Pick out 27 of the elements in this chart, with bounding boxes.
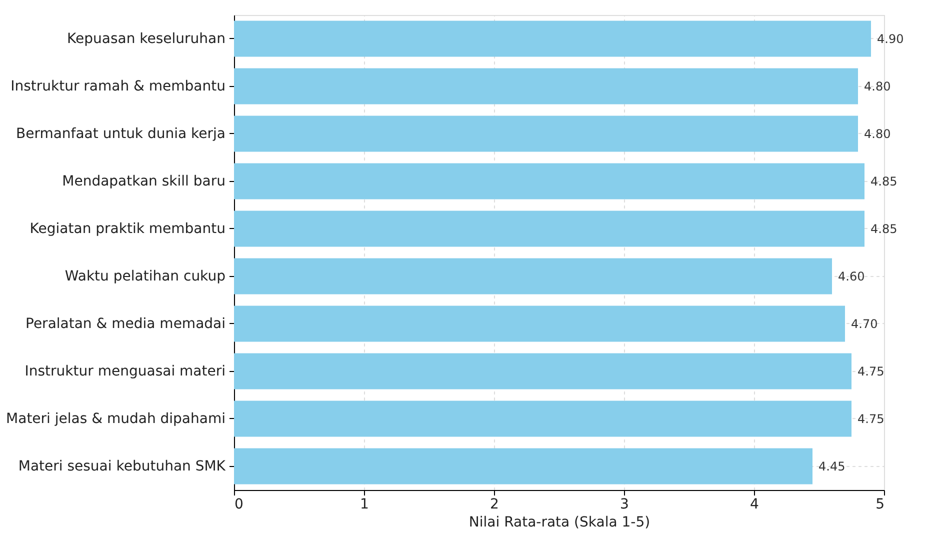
x-axis-title: Nilai Rata-rata (Skala 1-5) xyxy=(468,514,650,530)
data-label: 4.80 xyxy=(864,126,891,141)
y-tick-label: Mendapatkan skill baru xyxy=(62,173,226,190)
y-tick-label: Materi sesuai kebutuhan SMK xyxy=(18,458,226,474)
data-label: 4.85 xyxy=(870,222,898,236)
data-label: 4.85 xyxy=(870,174,898,188)
y-tick-label: Materi jelas & mudah dipahami xyxy=(6,410,226,427)
y-tick-label: Kepuasan keseluruhan xyxy=(67,30,226,47)
x-tick-label: 2 xyxy=(490,496,499,512)
x-tick-label: 4 xyxy=(750,496,760,512)
y-tick-label: Instruktur ramah & membantu xyxy=(10,78,226,94)
x-tick-label: 5 xyxy=(876,496,884,512)
data-label: 4.75 xyxy=(858,412,884,426)
data-label: 4.70 xyxy=(851,316,878,331)
y-tick-label: Bermanfaat untuk dunia kerja xyxy=(16,126,226,142)
data-label: 4.80 xyxy=(864,79,891,94)
x-tick-label: 0 xyxy=(234,496,244,512)
y-tick-label: Waktu pelatihan cukup xyxy=(64,268,226,284)
data-label: 4.45 xyxy=(818,459,846,474)
y-tick-label: Instruktur menguasai materi xyxy=(24,363,226,380)
x-tick-label: 3 xyxy=(620,496,629,512)
y-tick-label: Kegiatan praktik membantu xyxy=(30,220,226,237)
y-tick-label: Peralatan & media memadai xyxy=(26,316,226,332)
data-label: 4.75 xyxy=(858,364,884,378)
data-label: 4.90 xyxy=(877,32,904,46)
data-label: 4.60 xyxy=(838,269,865,284)
x-tick-label: 1 xyxy=(360,496,369,512)
